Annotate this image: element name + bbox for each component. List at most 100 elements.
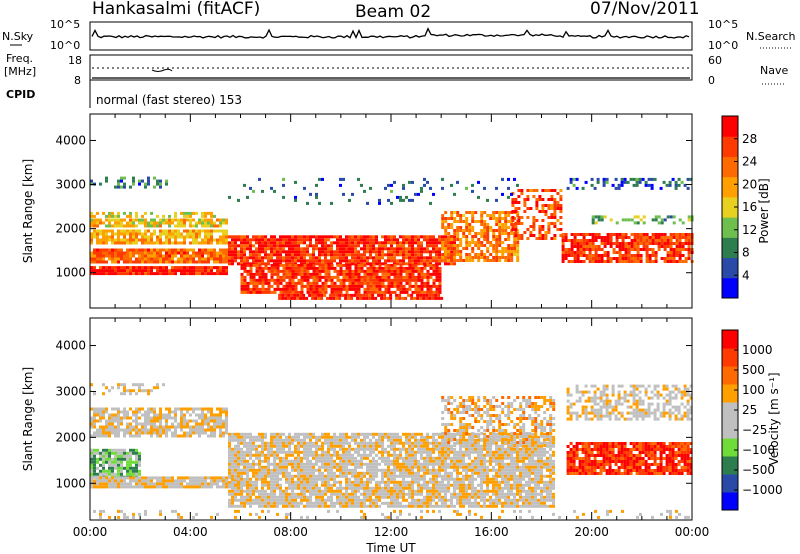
heatmap-cell [174,248,177,252]
heatmap-cell [330,241,333,245]
heatmap-cell [153,241,156,245]
heatmap-cell [648,257,652,260]
heatmap-cell [246,263,250,267]
heatmap-cell [276,501,279,505]
heatmap-cell [93,272,96,276]
heatmap-cell [123,383,126,387]
heatmap-cell [123,428,126,432]
heatmap-cell [456,235,460,238]
heatmap-cell [390,247,393,251]
heatmap-cell [285,492,288,496]
heatmap-cell [99,479,102,483]
heatmap-cell [195,254,198,258]
heatmap-cell [324,468,327,472]
heatmap-cell [138,269,141,273]
heatmap-cell [90,224,93,228]
heatmap-cell [663,245,667,248]
heatmap-cell [360,480,363,484]
heatmap-cell [363,492,366,496]
heatmap-cell [675,242,679,245]
nave-tick-top: 60 [708,54,722,67]
heatmap-cell [432,284,436,288]
cpid-panel: CPID normal (fast stereo) 153 [6,80,242,108]
heatmap-cell [171,241,174,245]
heatmap-cell [330,287,334,291]
heatmap-cell [120,179,123,183]
heatmap-cell [573,254,577,257]
heatmap-cell [306,456,309,460]
heatmap-cell [156,235,159,239]
heatmap-cell [338,296,342,300]
heatmap-cell [648,236,652,239]
heatmap-cell [198,479,201,483]
heatmap-cell [234,253,237,257]
heatmap-cell [213,416,216,420]
heatmap-cell [303,453,306,457]
heatmap-cell [532,222,536,225]
heatmap-cell [333,501,336,505]
heatmap-cell [510,232,514,235]
heatmap-cell [180,476,183,480]
heatmap-cell [432,272,436,276]
heatmap-cell [330,498,333,502]
heatmap-cell [666,251,670,254]
heatmap-cell [255,474,258,478]
heatmap-cell [132,218,135,222]
heatmap-cell [198,413,201,417]
heatmap-cell [138,460,141,464]
heatmap-cell [273,495,276,499]
heatmap-cell [99,241,102,245]
heatmap-cell [204,221,207,225]
heatmap-cell [429,253,432,257]
heatmap-cell [429,244,432,248]
freq-label-2: [MHz] [4,65,36,78]
heatmap-cell [150,434,153,438]
heatmap-cell [279,250,282,254]
heatmap-cell [384,266,388,270]
heatmap-cell [417,284,421,288]
heatmap-cell [177,269,180,273]
heatmap-cell [129,451,132,455]
heatmap-cell [538,195,542,198]
heatmap-cell [261,284,265,288]
heatmap-cell [306,432,309,436]
heatmap-cell [270,235,273,239]
heatmap-cell [276,269,280,273]
heatmap-cell [300,256,303,260]
heatmap-cell [650,177,654,181]
heatmap-cell [225,238,228,242]
heatmap-cell [357,486,360,490]
heatmap-cell [426,244,429,248]
heatmap-cell [354,498,357,502]
heatmap-cell [207,260,210,264]
heatmap-cell [360,275,364,279]
heatmap-cell [354,495,357,499]
heatmap-cell [435,287,439,291]
heatmap-cell [342,435,345,439]
heatmap-cell [417,235,420,239]
heatmap-cell [411,278,415,282]
heatmap-cell [156,260,159,264]
heatmap-cell [189,211,192,215]
heatmap-cell [231,504,234,508]
heatmap-cell [375,441,378,445]
heatmap-cell [117,407,120,411]
heatmap-cell [108,254,111,258]
heatmap-cell [204,419,207,423]
heatmap-cell [186,482,189,486]
heatmap-cell [342,495,345,499]
heatmap-cell [189,434,192,438]
heatmap-cell [111,451,114,455]
heatmap-cell [207,232,210,236]
heatmap-cell [585,242,589,245]
heatmap-cell [354,474,357,478]
heatmap-cell [389,296,393,300]
heatmap-cell [330,477,333,481]
heatmap-cell [315,235,318,239]
heatmap-cell [450,250,453,254]
heatmap-cell [255,468,258,472]
heatmap-cell [306,477,309,481]
heatmap-cell [258,501,261,505]
heatmap-cell [294,256,297,260]
heatmap-cell [396,247,399,251]
